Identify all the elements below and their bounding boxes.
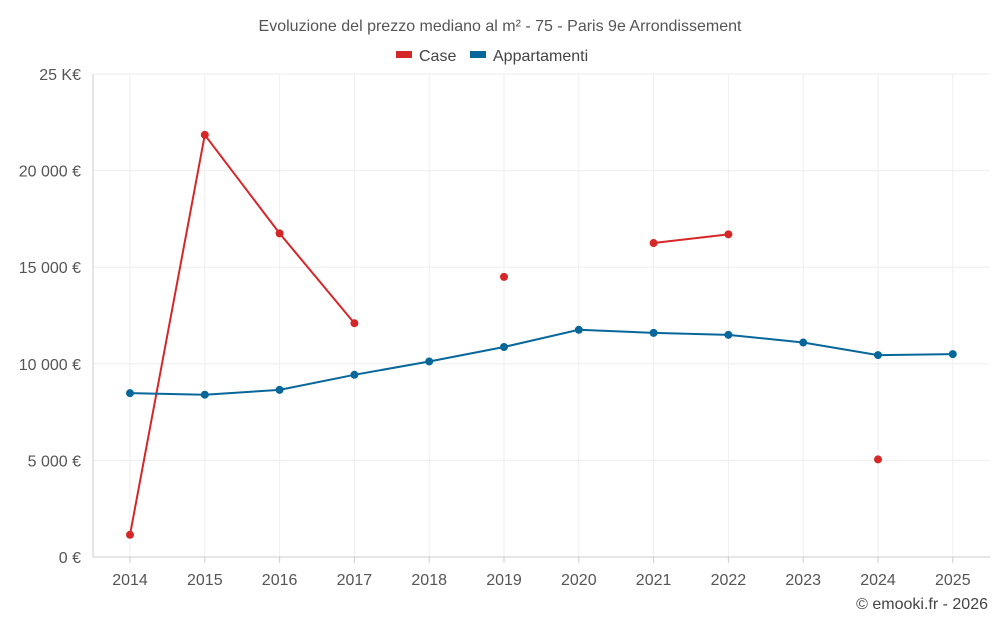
data-point-case[interactable]: [649, 239, 658, 248]
series-line-case: [653, 233, 729, 245]
series-line-appartamenti: [129, 328, 953, 396]
x-tick-label: 2021: [636, 572, 672, 589]
x-tick-label: 2018: [411, 572, 447, 589]
data-point-case[interactable]: [126, 530, 134, 539]
data-point-case[interactable]: [500, 272, 508, 281]
x-tick-label: 2017: [337, 572, 373, 589]
data-point-case[interactable]: [724, 230, 733, 239]
data-point-appartamenti[interactable]: [874, 351, 882, 360]
x-tick-label: 2025: [935, 572, 971, 589]
legend-item-case[interactable]: Case: [396, 48, 456, 65]
x-tick-label: 2015: [187, 572, 223, 589]
x-tick-label: 2024: [860, 572, 896, 589]
x-tick-label: 2019: [486, 572, 522, 589]
data-point-appartamenti[interactable]: [275, 385, 284, 394]
legend-label: Case: [419, 48, 456, 65]
x-axis: 2014 2015 2016 2017 2018 2019 2020 2021 2022 2023…: [112, 557, 971, 589]
credit: © emooki.fr - 2026: [856, 596, 988, 613]
series-line-case: [129, 132, 356, 535]
y-tick-label: 25 K€: [39, 67, 81, 84]
series-case: [126, 130, 882, 539]
x-tick-label: 2016: [262, 572, 298, 589]
data-point-appartamenti[interactable]: [126, 389, 134, 398]
data-point-appartamenti[interactable]: [948, 350, 957, 359]
data-point-appartamenti[interactable]: [425, 357, 434, 366]
series-appartamenti: [126, 325, 957, 399]
grid: [92, 73, 990, 558]
series: [126, 130, 957, 539]
legend-swatch: [470, 51, 486, 58]
legend-swatch: [396, 51, 412, 58]
data-point-appartamenti[interactable]: [724, 330, 733, 339]
data-point-appartamenti[interactable]: [799, 338, 808, 347]
data-point-case[interactable]: [275, 229, 284, 238]
y-tick-label: 0 €: [59, 550, 81, 567]
x-tick-label: 2020: [561, 572, 597, 589]
data-point-appartamenti[interactable]: [350, 370, 359, 379]
data-point-appartamenti[interactable]: [649, 328, 658, 337]
data-point-case[interactable]: [874, 455, 882, 464]
y-tick-label: 15 000 €: [19, 260, 81, 277]
legend-label: Appartamenti: [493, 48, 588, 65]
data-point-appartamenti[interactable]: [200, 390, 209, 399]
x-tick-label: 2022: [711, 572, 747, 589]
y-tick-label: 20 000 €: [19, 164, 81, 181]
data-point-case[interactable]: [350, 319, 359, 328]
y-tick-label: 10 000 €: [19, 357, 81, 374]
data-point-appartamenti[interactable]: [574, 325, 583, 334]
x-tick-label: 2023: [785, 572, 821, 589]
y-axis: 0 € 5 000 € 10 000 € 15 000 € 20 000 € 25 K€: [19, 67, 81, 567]
data-point-appartamenti[interactable]: [500, 342, 508, 351]
data-point-case[interactable]: [200, 130, 209, 139]
x-tick-label: 2014: [112, 572, 148, 589]
legend[interactable]: Case Appartamenti: [396, 48, 588, 65]
legend-item-appartamenti[interactable]: Appartamenti: [470, 48, 588, 65]
y-tick-label: 5 000 €: [28, 453, 81, 470]
chart-title: Evoluzione del prezzo mediano al m² - 75…: [259, 18, 742, 35]
